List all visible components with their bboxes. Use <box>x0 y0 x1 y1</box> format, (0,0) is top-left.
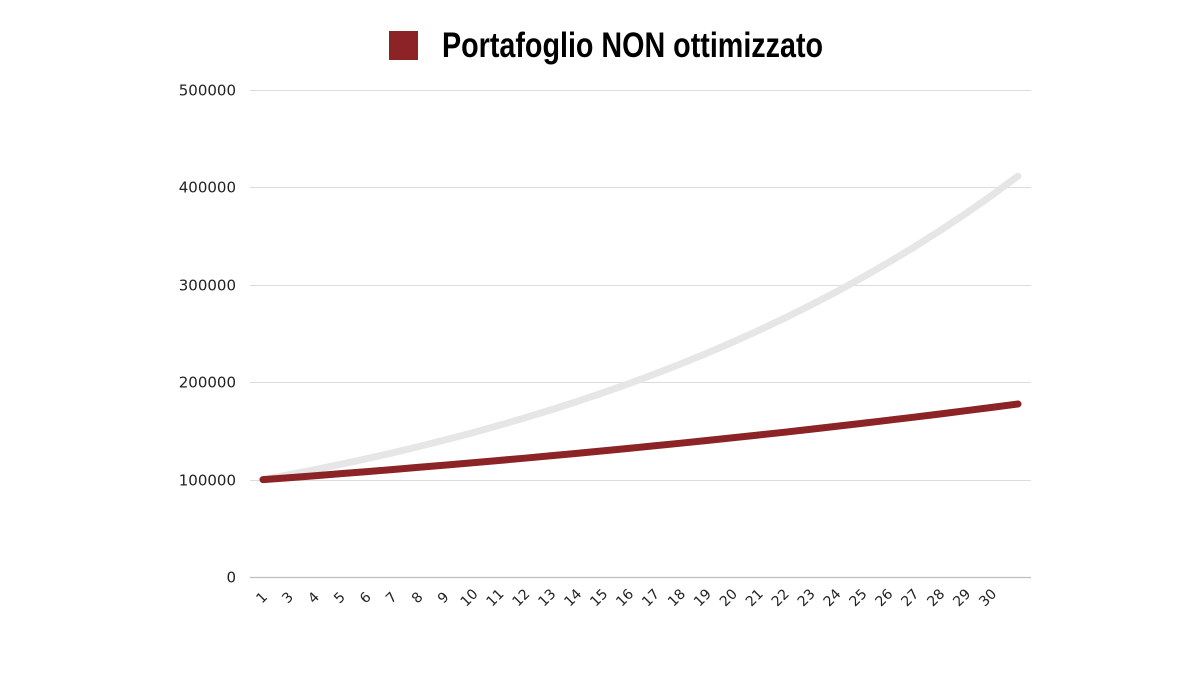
x-tick-label: 3 <box>279 589 297 607</box>
x-tick-label: 25 <box>847 586 871 610</box>
legend-swatch <box>389 31 418 60</box>
x-tick-label: 10 <box>458 586 482 610</box>
gridlines <box>250 90 1031 481</box>
y-tick-label: 0 <box>226 569 236 587</box>
x-tick-label: 24 <box>821 586 845 610</box>
x-tick-label: 6 <box>357 589 375 607</box>
x-tick-label: 15 <box>587 586 611 610</box>
legend: Portafoglio NON ottimizzato <box>0 22 1200 70</box>
x-tick-label: 13 <box>535 586 559 610</box>
series-lines <box>259 172 1022 484</box>
y-tick-label: 300000 <box>179 277 236 295</box>
series-line-portafoglio-non-ottimizzato <box>259 400 1022 484</box>
x-tick-label: 16 <box>613 586 637 610</box>
x-tick-label: 1 <box>253 589 271 607</box>
x-tick-label: 12 <box>509 586 533 610</box>
x-tick-label: 23 <box>795 586 819 610</box>
x-tick-label: 29 <box>950 586 974 610</box>
x-tick-label: 7 <box>383 589 401 607</box>
x-tick-label: 19 <box>691 586 715 610</box>
x-tick-label: 30 <box>976 586 1000 610</box>
legend-label: Portafoglio NON ottimizzato <box>442 26 824 65</box>
x-tick-label: 18 <box>665 586 689 610</box>
x-tick-label: 11 <box>484 586 508 610</box>
x-tick-label: 20 <box>717 586 741 610</box>
y-tick-label: 200000 <box>179 374 236 392</box>
x-tick-label: 27 <box>898 586 922 610</box>
x-tick-label: 8 <box>409 589 427 607</box>
x-tick-label: 4 <box>305 589 323 607</box>
x-tick-label: 22 <box>769 586 793 610</box>
y-axis-tick-labels: 0 100000 200000 300000 400000 500000 <box>179 82 236 587</box>
x-tick-label: 26 <box>872 586 896 610</box>
y-tick-label: 500000 <box>179 82 236 100</box>
x-axis-tick-labels: 1 3 4 5 6 7 8 9 10 11 12 13 14 15 16 17 18 19 20 21 22 23 24 25… <box>253 586 1000 610</box>
x-tick-label: 21 <box>743 586 767 610</box>
x-tick-label: 28 <box>924 586 948 610</box>
x-tick-label: 9 <box>435 589 453 607</box>
y-tick-label: 400000 <box>179 179 236 197</box>
series-line-2 <box>259 172 1022 484</box>
x-tick-label: 17 <box>639 586 663 610</box>
x-tick-label: 14 <box>561 586 585 610</box>
x-tick-label: 5 <box>331 589 349 607</box>
y-tick-label: 100000 <box>179 472 236 490</box>
